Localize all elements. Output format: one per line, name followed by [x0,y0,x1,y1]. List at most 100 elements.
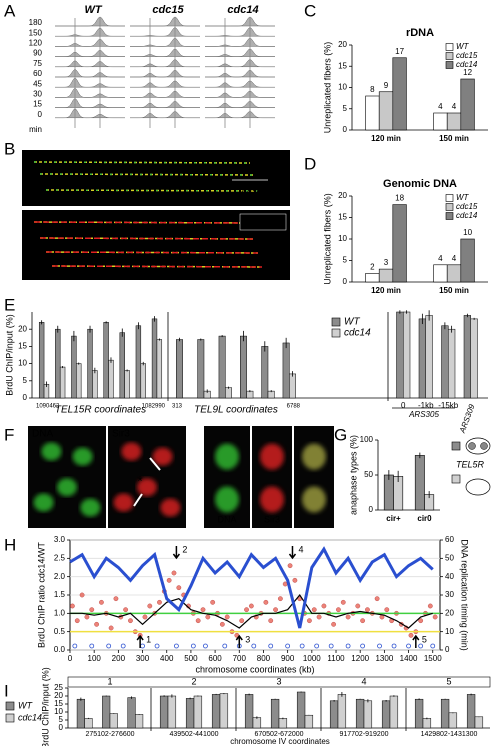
bar [304,714,314,729]
channel-label: DNA [217,514,236,524]
y-tick-label: 0 [59,723,64,732]
y-tick-label: 25 [54,683,63,692]
ratio-point [210,599,216,605]
cell [152,447,173,466]
histogram [130,80,200,88]
y-axis-label: Unreplicated fibers (%) [322,42,332,134]
bar [414,698,424,729]
group-number: 2 [191,676,196,686]
ratio-point [273,607,278,613]
bar [278,718,288,729]
histogram [205,16,275,27]
y-axis-label: Unreplicated fibers (%) [322,193,332,285]
y-tick-label: 15 [338,61,347,70]
ratio-point [171,570,177,576]
x-tick-label: 1200 [351,654,369,663]
bar [440,698,450,729]
ratio-point [331,621,336,627]
histogram [55,98,125,108]
bar [135,714,144,729]
y-tick-label: 0 [369,505,374,514]
legend-swatch [451,474,461,484]
legend-swatch [445,194,454,202]
data-label: 4 [438,254,443,263]
ratio-point [94,621,99,627]
x-tick-label: 700 [233,654,247,663]
bar [167,695,177,729]
fiber [39,237,255,240]
strain-label: cdc14 [227,4,258,16]
origin [89,643,95,649]
coord-label: 1090462 [36,404,60,410]
bar [151,318,158,399]
panel-letter: A [4,1,16,20]
ratio-point [340,599,346,605]
arrow [133,493,143,507]
coord-label: 275102-276600 [85,731,134,738]
ratio-point [321,603,327,609]
histogram [205,101,275,108]
origin [140,643,145,649]
strain-label: WT [84,4,102,16]
bar [282,342,290,399]
x-tick-label: 1100 [327,654,345,663]
ratio-point [128,618,133,624]
legend-swatch [445,203,454,211]
ratio-point [142,614,148,620]
origin [251,643,257,649]
y-axis-label: anaphase types (%) [348,435,358,515]
x-tick-label: 900 [281,654,295,663]
nucleus-icon [480,442,488,450]
cell [260,486,284,513]
cell-icon [465,478,491,496]
annotation-label: 4 [298,544,303,554]
cell [41,442,62,461]
origin [328,643,334,649]
data-label: 4 [438,102,443,111]
origin [72,643,78,649]
panel-letter: I [4,681,9,700]
y2-axis-label: DNA replication timing (min) [460,539,470,651]
histogram [205,27,275,37]
bar [470,318,478,399]
histogram [55,88,125,98]
bar [441,325,449,399]
fiber [33,221,251,224]
channel-label: DNA [32,429,53,440]
bar [119,332,125,399]
ratio-point [307,618,312,624]
bar [414,455,425,511]
annotation-arrow [172,546,181,560]
y-tick-label: 2.5 [54,553,66,562]
ratio-trend [70,593,433,629]
bar [252,717,262,729]
legend-label: cdc14 [344,328,371,339]
cell [57,478,77,497]
ratio-point [292,577,298,583]
ratio-point [70,603,75,609]
origin [203,643,208,649]
bar [55,328,61,399]
annotation-arrow [412,634,420,648]
ratio-point [123,607,128,613]
y-tick-label: 5 [343,256,348,265]
data-label: 2 [370,263,375,272]
bar [87,328,93,399]
cell-icon [465,437,491,455]
x-tick-label: -15kb [438,401,459,410]
time-label: 30 [33,90,42,99]
ratio-point [336,607,341,613]
y-tick-label: 10 [338,234,347,243]
bar [108,359,114,399]
origin [154,643,160,649]
group-number: 3 [276,676,281,686]
ratio-point [147,603,153,609]
bar [448,712,458,729]
annotation-label: 3 [245,634,250,644]
y-tick-label: 5 [343,104,348,113]
bar [193,695,203,729]
y-axis-label: BrdU ChIP/input (%) [4,314,14,396]
ratio-point [311,607,317,613]
x-tick-label: 100 [88,654,102,663]
time-label: 0 [38,110,43,119]
